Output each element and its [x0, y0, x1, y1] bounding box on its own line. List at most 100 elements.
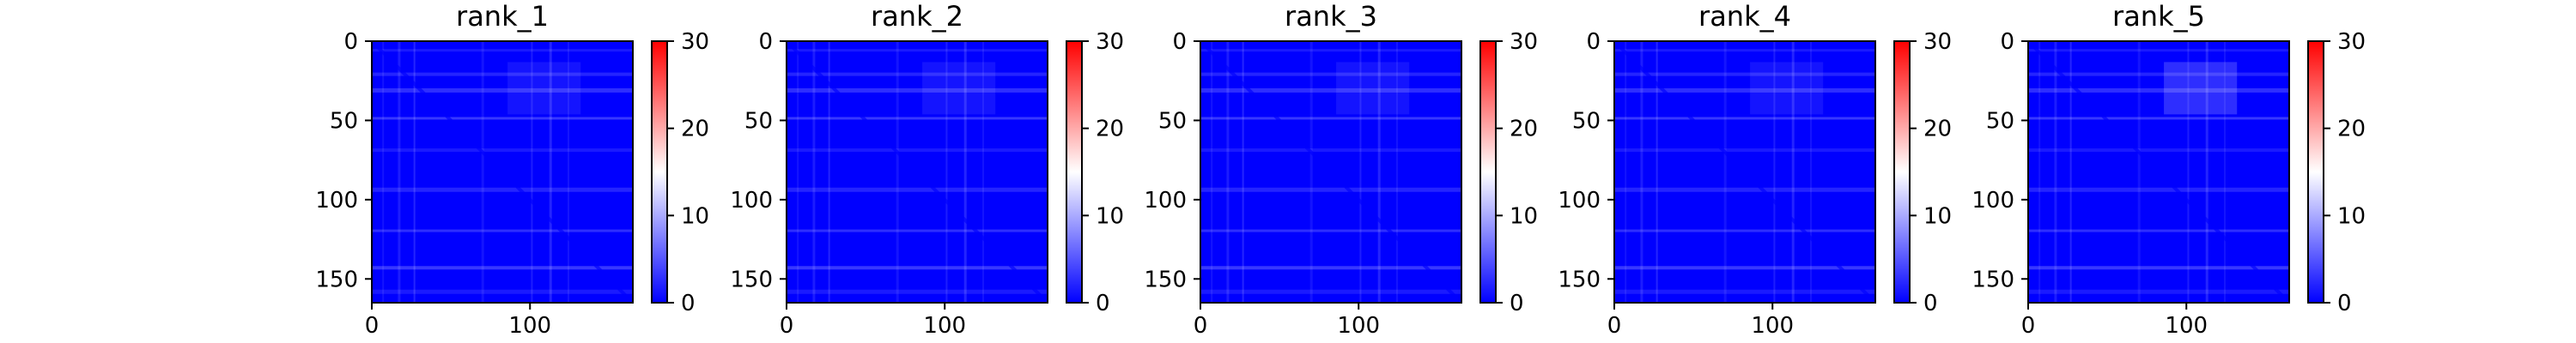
heatmap-light-region — [507, 62, 581, 115]
heatmap-chart: rank_5 0 50 100 150 0 100 0 10 20 30 — [1971, 0, 2366, 339]
heatmap-column-band — [1309, 41, 1313, 303]
x-tick-label: 100 — [1337, 313, 1380, 339]
heatmap-column-band — [1226, 41, 1230, 303]
heatmap-row-band — [1200, 117, 1461, 120]
y-tick-label: 100 — [730, 188, 773, 214]
heatmap-column-band — [797, 41, 799, 303]
heatmap-row-band — [372, 72, 633, 76]
heatmap-row-band — [1200, 266, 1461, 270]
heatmap-row-band — [1614, 266, 1875, 270]
heatmap-column-band — [828, 41, 830, 303]
heatmap-column-band — [1773, 41, 1776, 303]
colorbar — [1894, 41, 1910, 303]
heatmap-column-band — [945, 41, 948, 303]
rank-3-panel: rank_3 0 50 100 150 0 100 0 10 20 30 — [1144, 0, 1681, 343]
heatmap-row-band — [1200, 187, 1461, 192]
heatmap-column-band — [481, 41, 484, 303]
y-tick-label: 50 — [330, 108, 358, 134]
chart-title: rank_2 — [871, 0, 963, 33]
y-tick-label: 50 — [1986, 108, 2014, 134]
colorbar — [1066, 41, 1082, 303]
colorbar-tick-label: 0 — [1096, 291, 1110, 316]
heatmap-row-band — [2028, 49, 2289, 52]
x-tick-label: 100 — [2165, 313, 2208, 339]
plot-frame — [371, 40, 634, 304]
heatmap-row-band — [787, 72, 1048, 76]
heatmap-column-band — [549, 41, 552, 303]
heatmap-column-band — [1791, 41, 1795, 303]
plot-frame — [2027, 40, 2290, 304]
y-tick-label: 0 — [1172, 29, 1187, 55]
heatmap-row-band — [2028, 148, 2289, 153]
heatmap-chart: rank_3 0 50 100 150 0 100 0 10 20 30 — [1144, 0, 1538, 339]
y-tick-label: 0 — [758, 29, 773, 55]
x-tick-label: 0 — [2021, 313, 2036, 339]
heatmap-column-band — [1625, 41, 1627, 303]
colorbar-tick-label: 20 — [1923, 117, 1952, 142]
heatmap-row-band — [2028, 289, 2289, 294]
colorbar-tick-label: 30 — [2337, 29, 2366, 55]
heatmap-column-band — [2054, 41, 2057, 303]
colorbar-tick-label: 10 — [681, 203, 709, 229]
heatmap-column-band — [1723, 41, 1727, 303]
y-tick-label: 150 — [1971, 267, 2014, 292]
colorbar-tick-label: 30 — [1510, 29, 1538, 55]
heatmap-column-band — [1359, 41, 1362, 303]
heatmap-column-band — [1640, 41, 1643, 303]
heatmap-row-band — [2028, 87, 2289, 93]
heatmap-column-band — [382, 41, 385, 303]
heatmap-row-band — [1200, 49, 1461, 52]
heatmap-texture — [787, 41, 1048, 303]
heatmap-row-band — [2028, 229, 2289, 232]
chart-title: rank_3 — [1285, 0, 1377, 33]
heatmap-row-band — [1614, 187, 1875, 192]
heatmap-row-band — [1614, 117, 1875, 120]
heatmap-column-band — [531, 41, 533, 303]
y-tick-label: 150 — [730, 267, 773, 292]
heatmap-row-band — [1614, 87, 1875, 93]
heatmap-row-band — [787, 49, 1048, 52]
plot-frame — [1200, 40, 1462, 304]
colorbar-tick-label: 20 — [1510, 117, 1538, 142]
heatmap-column-band — [812, 41, 816, 303]
plot-frame — [1613, 40, 1876, 304]
colorbar-tick-label: 20 — [681, 117, 709, 142]
heatmap-column-band — [2137, 41, 2141, 303]
heatmap-light-region — [1336, 62, 1410, 115]
colorbar-tick-label: 10 — [2337, 203, 2366, 229]
y-tick-label: 50 — [744, 108, 773, 134]
x-tick-label: 0 — [1194, 313, 1208, 339]
heatmap-diagonal — [372, 41, 633, 303]
heatmap-light-region — [2164, 62, 2238, 115]
heatmap-row-band — [2028, 266, 2289, 270]
heatmap-row-band — [372, 266, 633, 270]
heatmap-diagonal — [2028, 41, 2289, 303]
colorbar — [2308, 41, 2324, 303]
colorbar — [1480, 41, 1496, 303]
heatmap-row-band — [372, 187, 633, 192]
y-tick-label: 150 — [315, 267, 358, 292]
heatmap-column-band — [963, 41, 967, 303]
colorbar-tick-label: 10 — [1096, 203, 1124, 229]
y-tick-label: 100 — [1144, 188, 1187, 214]
heatmap-column-band — [2187, 41, 2190, 303]
heatmap-diagonal — [787, 41, 1048, 303]
heatmap-texture — [1614, 41, 1875, 303]
heatmap-column-band — [982, 41, 984, 303]
heatmap-column-band — [1211, 41, 1213, 303]
heatmap-row-band — [1200, 87, 1461, 93]
heatmap-row-band — [1614, 49, 1875, 52]
heatmap-row-band — [1200, 229, 1461, 232]
x-tick-label: 100 — [923, 313, 966, 339]
y-tick-label: 150 — [1558, 267, 1601, 292]
heatmap-row-band — [372, 229, 633, 232]
heatmap-diagonal — [1200, 41, 1461, 303]
colorbar-tick-label: 0 — [681, 291, 696, 316]
heatmap-column-band — [1377, 41, 1381, 303]
colorbar-tick-label: 20 — [1096, 117, 1124, 142]
chart-title: rank_5 — [2112, 0, 2205, 33]
heatmap-column-band — [398, 41, 401, 303]
heatmap-texture — [2028, 41, 2289, 303]
x-tick-label: 0 — [1607, 313, 1622, 339]
heatmap-row-band — [1614, 289, 1875, 294]
